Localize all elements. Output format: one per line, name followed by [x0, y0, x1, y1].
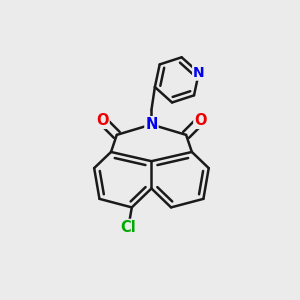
Text: Cl: Cl	[121, 220, 136, 235]
Text: O: O	[96, 113, 109, 128]
Text: N: N	[193, 66, 205, 80]
Text: N: N	[145, 117, 158, 132]
Text: O: O	[194, 113, 207, 128]
